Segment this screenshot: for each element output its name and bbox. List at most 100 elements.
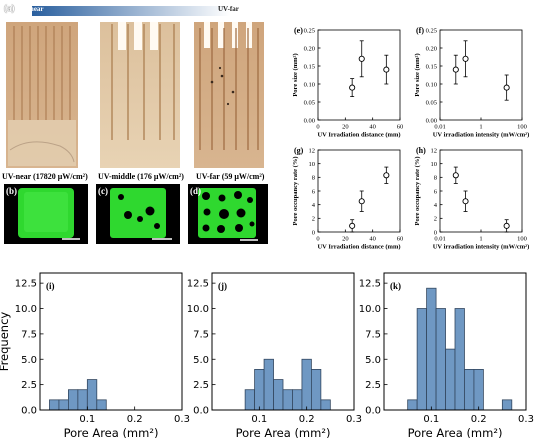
- y-tick-label-e-1: 0.05: [304, 99, 315, 106]
- chart-i: 0.0 2.5 5.0 7.5 10.0 12.5 0.1 0.2 0.3 Pore Area (…: [0, 272, 190, 438]
- panel-letter-g: (g): [294, 146, 304, 155]
- y-tick-label-f-0: 0.00: [426, 117, 437, 124]
- data-point-f-2: [503, 84, 510, 91]
- histogram-bar-k-7: [473, 369, 484, 411]
- axes-frame-k: [383, 272, 527, 411]
- data-point-g-2: [383, 172, 390, 179]
- x-axis-label-f: UV irradiation intensity (mW/cm²): [433, 132, 530, 139]
- x-tick-label-g-0: 0: [316, 236, 319, 243]
- x-tick-label-e-2: 40: [369, 124, 376, 131]
- y-tick-label-i-5: 12.5: [15, 279, 37, 290]
- photo-d: [188, 184, 268, 244]
- histogram-bar-i-0: [49, 399, 60, 411]
- x-tick-label-i-2: 0.3: [174, 414, 190, 425]
- y-tick-label-e-2: 0.10: [304, 81, 315, 88]
- data-point-h-2: [503, 222, 510, 229]
- y-tick-label-f-5: 0.25: [426, 27, 437, 34]
- y-tick-label-g-1: 2: [312, 216, 315, 223]
- photo-b: [4, 184, 88, 244]
- x-tick-label-j-2: 0.3: [346, 414, 362, 425]
- x-axis-label-h: UV irradiation intensity (mW/cm²): [433, 244, 530, 251]
- y-tick-label-f-1: 0.05: [426, 99, 437, 106]
- y-tick-label-h-2: 4: [434, 202, 438, 209]
- histogram-bar-k-4: [445, 348, 456, 411]
- y-tick-label-g-0: 0: [312, 229, 315, 236]
- gradient-right-label: UV-far: [218, 5, 239, 13]
- axes-frame-j: [211, 272, 355, 411]
- y-tick-label-f-3: 0.15: [426, 63, 437, 70]
- y-tick-label-e-3: 0.15: [304, 63, 315, 70]
- x-tick-label-f-2: 100: [517, 124, 527, 131]
- y-tick-label-f-2: 0.10: [426, 81, 437, 88]
- histogram-bar-j-1: [254, 369, 265, 411]
- chart-k: 0.0 2.5 5.0 7.5 10.0 12.5 0.1 0.2 0.3 Pore Area (…: [359, 272, 534, 438]
- panel-a-letter: (a): [4, 3, 15, 13]
- y-tick-label-h-3: 6: [434, 188, 438, 195]
- x-tick-label-h-0: 0.01: [434, 236, 445, 243]
- x-tick-label-g-2: 40: [369, 236, 376, 243]
- caption-uv-near: UV-near (17820 μW/cm²): [2, 172, 88, 181]
- x-tick-label-k-1: 0.2: [471, 414, 487, 425]
- x-axis-label-k: Pore Area (mm²): [408, 426, 503, 438]
- axes-frame-e: [317, 29, 401, 121]
- panel-letter-h: (h): [416, 146, 426, 155]
- panel-a-graphics: [6, 6, 264, 168]
- axes-frame-h: [439, 149, 523, 233]
- y-axis-label-e: Pore size (mm²): [292, 53, 299, 96]
- x-tick-label-e-1: 20: [342, 124, 349, 131]
- y-tick-label-h-5: 10: [431, 161, 438, 168]
- panel-letter-e: (e): [294, 26, 303, 35]
- caption-uv-far: UV-far (59 μW/cm²): [196, 172, 265, 181]
- histogram-bar-i-5: [96, 399, 107, 411]
- y-tick-label-j-2: 5.0: [193, 355, 209, 366]
- y-tick-label-i-4: 10.0: [15, 304, 37, 315]
- histogram-bar-i-1: [58, 399, 69, 411]
- x-tick-label-h-1: 1: [479, 236, 482, 243]
- x-tick-label-i-1: 0.2: [127, 414, 143, 425]
- y-tick-label-k-4: 10.0: [359, 304, 381, 315]
- caption-uv-middle: UV-middle (176 μW/cm²): [98, 172, 184, 181]
- panel-b-letter: (b): [6, 186, 17, 196]
- y-tick-label-e-0: 0.00: [304, 117, 315, 124]
- data-point-e-2: [383, 66, 390, 73]
- histogram-bar-j-2: [263, 358, 274, 411]
- data-point-h-1: [462, 198, 469, 205]
- y-tick-label-h-1: 2: [434, 216, 437, 223]
- histogram-bar-k-3: [435, 308, 446, 411]
- histogram-bar-k-10: [501, 399, 513, 411]
- x-tick-label-g-3: 60: [397, 236, 404, 243]
- y-tick-label-i-3: 7.5: [21, 329, 37, 340]
- histogram-bar-j-4: [282, 389, 293, 411]
- data-point-g-1: [358, 198, 365, 205]
- histogram-bar-j-8: [320, 399, 331, 411]
- x-axis-label-j: Pore Area (mm²): [236, 426, 331, 438]
- axes-frame-g: [317, 149, 401, 233]
- histogram-bar-k-1: [416, 308, 427, 411]
- histogram-bar-i-3: [77, 389, 88, 411]
- histogram-bar-k-2: [426, 287, 437, 411]
- histogram-bar-i-4: [86, 379, 98, 411]
- x-tick-label-k-2: 0.3: [518, 414, 534, 425]
- x-tick-label-h-2: 100: [517, 236, 527, 243]
- axes-frame-f: [439, 29, 523, 121]
- y-tick-label-k-0: 0.0: [365, 406, 381, 417]
- x-tick-label-f-1: 1: [479, 124, 482, 131]
- y-tick-label-j-3: 7.5: [193, 329, 209, 340]
- y-tick-label-i-1: 2.5: [21, 380, 37, 391]
- y-tick-label-g-2: 4: [312, 202, 316, 209]
- histogram-bar-k-6: [464, 369, 475, 411]
- y-axis-label-i: Frequency: [0, 312, 11, 372]
- data-point-e-0: [349, 84, 356, 91]
- panel-letter-j: (j): [218, 281, 227, 291]
- panel-letter-k: (k): [390, 281, 401, 291]
- x-tick-label-k-0: 0.1: [423, 414, 439, 425]
- panel-d-letter: (d): [190, 186, 201, 196]
- x-axis-label-i: Pore Area (mm²): [64, 426, 159, 438]
- x-tick-label-f-0: 0.01: [434, 124, 445, 131]
- y-tick-label-g-6: 12: [309, 147, 316, 154]
- y-tick-label-k-5: 12.5: [359, 279, 381, 290]
